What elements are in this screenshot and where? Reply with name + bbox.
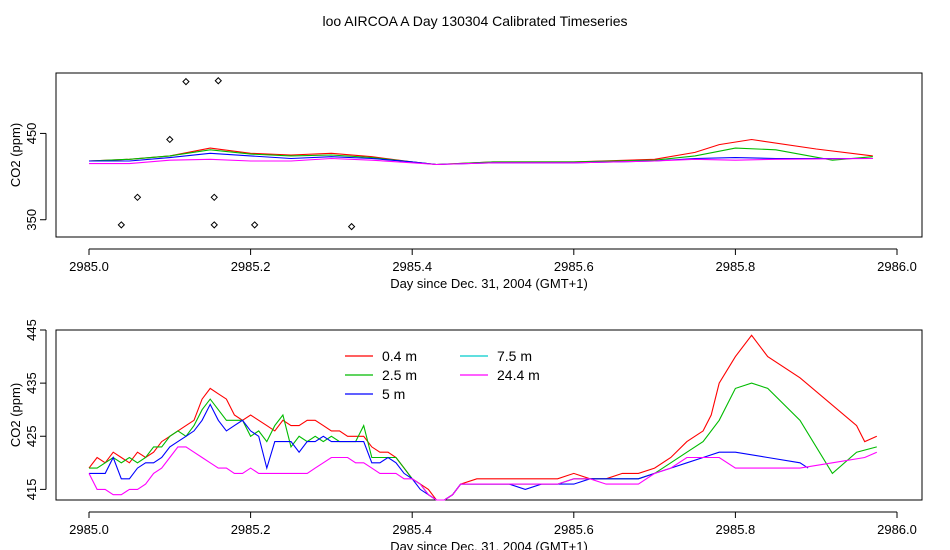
- x-tick-label: 2985.6: [554, 259, 594, 274]
- series-line-0-4-m-m: [88, 138, 873, 166]
- y-tick-label: 425: [24, 425, 39, 447]
- x-tick-label: 2985.0: [69, 522, 109, 537]
- series-line-24-4-m-m: [89, 157, 873, 166]
- y-tick-label: 350: [24, 209, 39, 231]
- y-axis-label: CO2 (ppm): [8, 123, 23, 187]
- data-point: [117, 221, 126, 229]
- plot-frame: [55, 72, 923, 238]
- series-line-2-5-m-m: [88, 147, 873, 166]
- top-panel: 2985.0 2985.2 2985.4 2985.6 2985.8 2986.0 Day …: [8, 72, 923, 291]
- legend-label: 2.5 m: [382, 367, 417, 383]
- x-tick-label: 2985.2: [231, 522, 271, 537]
- x-axis-label: Day since Dec. 31, 2004 (GMT+1): [390, 276, 588, 291]
- x-tick-label: 2985.4: [392, 259, 432, 274]
- x-tick-label: 2985.8: [716, 522, 756, 537]
- legend: 0.4 m 2.5 m 5 m 7.5 m 24.4 m: [345, 348, 540, 402]
- data-point: [210, 193, 218, 202]
- series-line-24-4-m-m: [88, 446, 878, 501]
- data-point: [133, 193, 142, 202]
- x-tick-label: 2985.8: [716, 259, 756, 274]
- y-tick-label: 445: [24, 319, 39, 341]
- x-tick-label: 2986.0: [877, 259, 917, 274]
- legend-label: 24.4 m: [497, 367, 540, 383]
- x-tick-label: 2985.2: [231, 259, 271, 274]
- page-title: loo AIRCOA A Day 130304 Calibrated Times…: [322, 13, 627, 29]
- x-tick-label: 2985.4: [392, 522, 432, 537]
- legend-label: 0.4 m: [382, 348, 417, 364]
- data-point: [182, 77, 190, 86]
- plot-frame: [55, 329, 923, 501]
- data-point: [250, 221, 259, 229]
- data-point: [214, 77, 222, 85]
- y-tick-label: 450: [24, 123, 39, 145]
- y-axis-label: CO2 (ppm): [8, 383, 23, 447]
- series-line-5-m-m: [89, 403, 809, 501]
- series-line-2-5-m-m: [89, 382, 877, 501]
- data-point: [210, 221, 218, 229]
- legend-label: 5 m: [382, 386, 405, 402]
- x-tick-label: 2986.0: [877, 522, 917, 537]
- bottom-panel: 2985.0 2985.2 2985.4 2985.6 2985.8 2986.0 Day …: [8, 319, 923, 550]
- legend-label: 7.5 m: [497, 348, 532, 364]
- y-tick-label: 435: [24, 372, 39, 394]
- data-point: [166, 135, 174, 144]
- y-tick-label: 415: [24, 479, 39, 501]
- x-tick-label: 2985.6: [554, 522, 594, 537]
- series-line-0-4-m-m: [88, 334, 878, 501]
- data-point: [347, 222, 356, 231]
- x-tick-label: 2985.0: [69, 259, 109, 274]
- x-axis-label: Day since Dec. 31, 2004 (GMT+1): [390, 539, 588, 550]
- series-line-5-m-m: [89, 152, 873, 166]
